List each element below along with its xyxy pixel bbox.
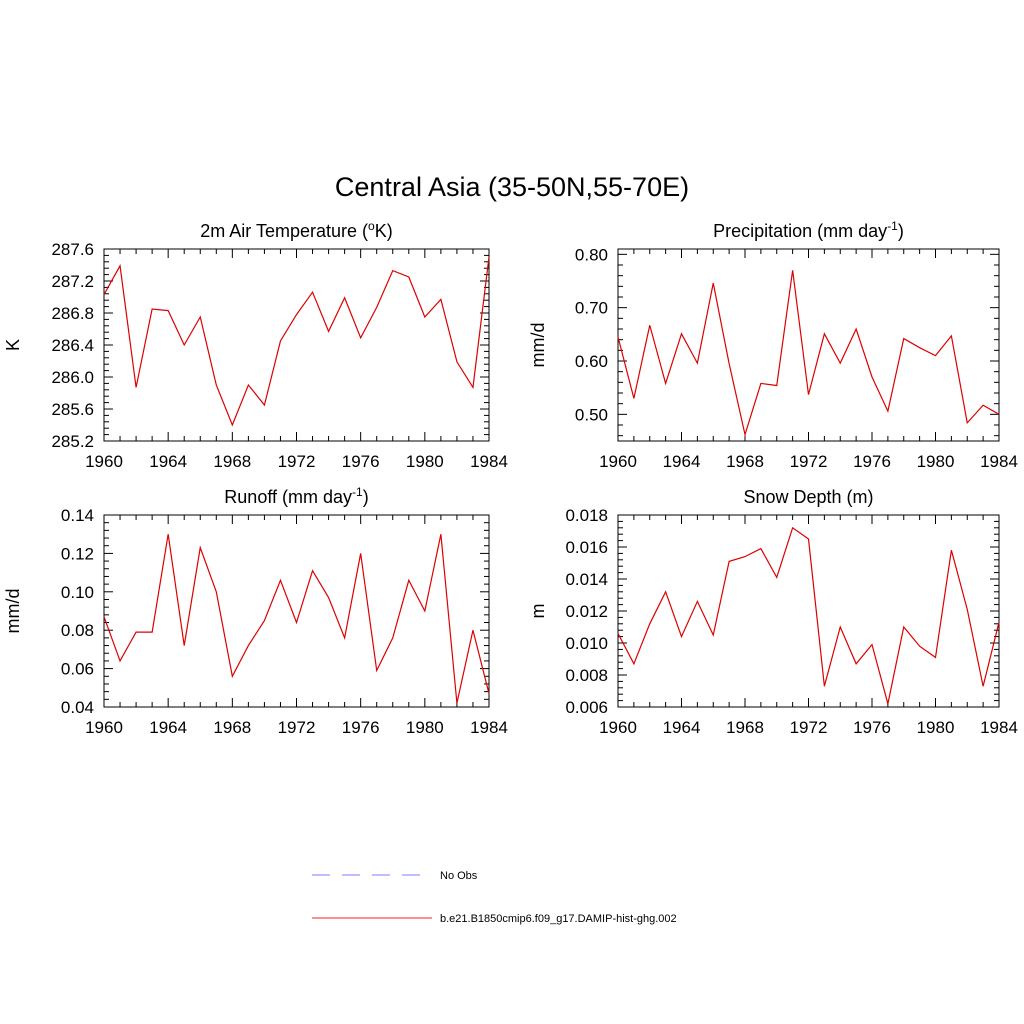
- panel-title-text: Precipitation (mm day: [713, 221, 887, 241]
- main-title: Central Asia (35-50N,55-70E): [335, 172, 689, 202]
- x-tick-label: 1960: [599, 452, 637, 471]
- legend-label: No Obs: [440, 870, 478, 882]
- plot-frame: [103, 248, 490, 442]
- plot-frame: [103, 514, 490, 708]
- x-tick-label: 1972: [278, 718, 316, 737]
- x-tick-label: 1976: [342, 718, 380, 737]
- y-tick-label: 0.60: [575, 352, 608, 371]
- x-tick-label: 1960: [85, 452, 123, 471]
- x-tick-label: 1984: [980, 452, 1018, 471]
- y-tick-label: 0.010: [565, 634, 608, 653]
- y-tick-label: 0.006: [565, 698, 608, 717]
- y-axis-label: mm/d: [3, 589, 23, 634]
- panel-1: 1960 1964 1968 1972 1976 1980 1984 285.2 285.6 28…: [3, 219, 508, 471]
- panels: 1960 1964 1968 1972 1976 1980 1984 285.2 285.6 28…: [3, 219, 1018, 737]
- panel-title-superscript: -1: [887, 219, 898, 233]
- panel-title-superscript: o: [368, 219, 375, 233]
- panel-4: 1960 1964 1968 1972 1976 1980 1984 0.006 0.008 0.…: [528, 487, 1018, 737]
- x-tick-label: 1964: [663, 452, 701, 471]
- y-tick-label: 285.6: [51, 400, 94, 419]
- x-tick-label: 1980: [917, 718, 955, 737]
- x-tick-label: 1972: [790, 452, 828, 471]
- panel-title: 2m Air Temperature (oK): [200, 219, 392, 241]
- y-tick-label: 0.014: [565, 570, 608, 589]
- x-tick-label: 1976: [853, 452, 891, 471]
- y-tick-label: 287.2: [51, 272, 94, 291]
- x-tick-label: 1980: [406, 452, 444, 471]
- x-tick-label: 1984: [470, 718, 508, 737]
- y-tick-label: 286.8: [51, 304, 94, 323]
- x-tick-label: 1976: [342, 452, 380, 471]
- panel-2: 1960 1964 1968 1972 1976 1980 1984 0.50 0.60 0.70…: [528, 219, 1018, 471]
- y-tick-label: 0.70: [575, 299, 608, 318]
- series-line: [103, 534, 490, 704]
- y-tick-label: 0.012: [565, 602, 608, 621]
- x-tick-label: 1980: [917, 452, 955, 471]
- x-tick-label: 1960: [85, 718, 123, 737]
- y-axis-label: m: [528, 604, 548, 619]
- y-tick-label: 0.018: [565, 506, 608, 525]
- y-tick-label: 0.008: [565, 666, 608, 685]
- x-tick-label: 1964: [149, 718, 187, 737]
- y-tick-label: 0.50: [575, 405, 608, 424]
- series-line: [103, 256, 490, 427]
- panel-title: Precipitation (mm day-1): [713, 219, 904, 241]
- x-tick-label: 1968: [726, 452, 764, 471]
- x-tick-label: 1984: [980, 718, 1018, 737]
- x-tick-label: 1960: [599, 718, 637, 737]
- series-line: [617, 526, 1000, 704]
- panel-3: 1960 1964 1968 1972 1976 1980 1984 0.04 0.06 0.08…: [3, 485, 508, 737]
- panel-title: Snow Depth (m): [743, 487, 873, 507]
- y-tick-label: 286.0: [51, 368, 94, 387]
- y-tick-label: 0.06: [61, 660, 94, 679]
- y-tick-label: 0.08: [61, 621, 94, 640]
- panel-title-suffix: ): [363, 487, 369, 507]
- panel-title-text: Runoff (mm day: [224, 487, 352, 507]
- x-tick-label: 1984: [470, 452, 508, 471]
- y-tick-label: 0.04: [61, 698, 94, 717]
- series-line: [617, 270, 1000, 437]
- y-tick-label: 0.10: [61, 583, 94, 602]
- y-axis-label: K: [3, 339, 23, 351]
- y-tick-label: 287.6: [51, 240, 94, 259]
- y-tick-label: 0.14: [61, 506, 94, 525]
- panel-title: Runoff (mm day-1): [224, 485, 368, 507]
- y-tick-label: 285.2: [51, 432, 94, 451]
- x-tick-label: 1968: [213, 452, 251, 471]
- y-axis-label: mm/d: [528, 323, 548, 368]
- panel-title-suffix: ): [898, 221, 904, 241]
- x-tick-label: 1964: [149, 452, 187, 471]
- y-tick-label: 0.016: [565, 538, 608, 557]
- y-tick-label: 0.80: [575, 245, 608, 264]
- x-tick-label: 1972: [790, 718, 828, 737]
- x-tick-label: 1964: [663, 718, 701, 737]
- x-tick-label: 1968: [726, 718, 764, 737]
- legend: No Obs b.e21.B1850cmip6.f09_g17.DAMIP-his…: [312, 870, 677, 925]
- x-tick-label: 1968: [213, 718, 251, 737]
- panel-title-text: Snow Depth (m): [743, 487, 873, 507]
- panel-title-suffix: K): [375, 221, 393, 241]
- panel-title-superscript: -1: [352, 485, 363, 499]
- legend-label: b.e21.B1850cmip6.f09_g17.DAMIP-hist-ghg.…: [440, 913, 677, 925]
- x-tick-label: 1980: [406, 718, 444, 737]
- x-tick-label: 1972: [278, 452, 316, 471]
- panel-title-text: 2m Air Temperature (: [200, 221, 368, 241]
- y-tick-label: 0.12: [61, 544, 94, 563]
- y-tick-label: 286.4: [51, 336, 94, 355]
- x-tick-label: 1976: [853, 718, 891, 737]
- plot-frame: [617, 248, 1000, 442]
